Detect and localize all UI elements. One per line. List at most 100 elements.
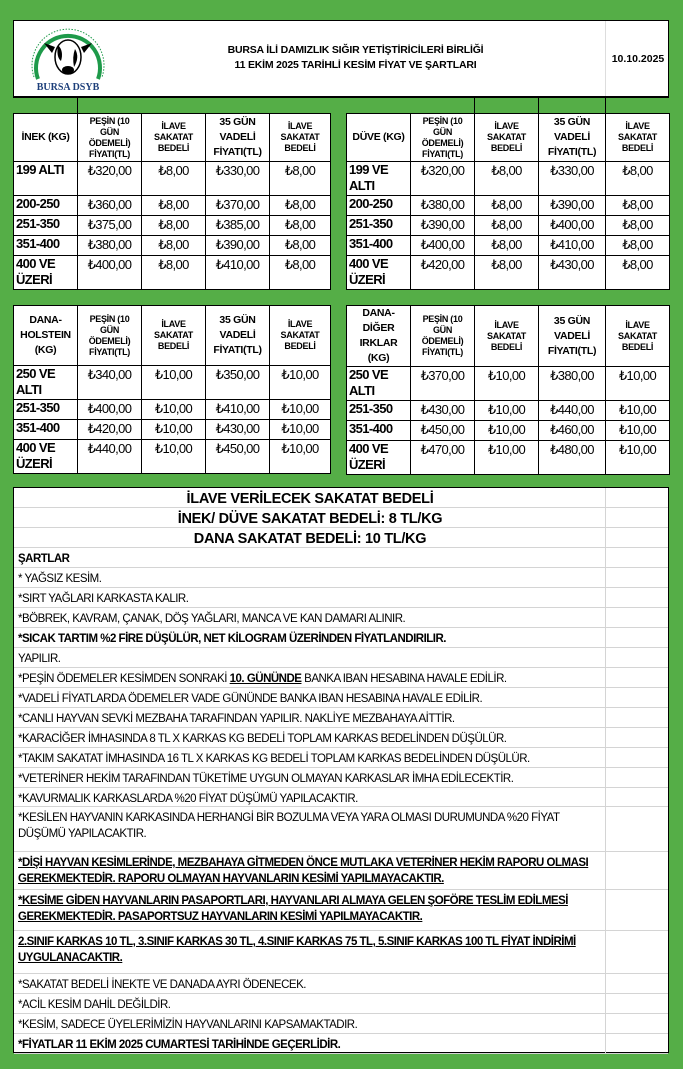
condition-text: *VETERİNER HEKİM TARAFINDAN TÜKETİME UYG… <box>18 773 514 785</box>
inek-price-table: İNEK (KG) PEŞİN (10 GÜN ÖDEMELİ) FİYATI(T… <box>13 113 331 290</box>
cell-vadeli-price: ₺440,00 <box>538 400 606 421</box>
condition-text: *DİŞİ HAYVAN KESİMLERİNDE, MEZBAHAYA GİT… <box>18 857 589 885</box>
condition-text: *KESİLEN HAYVANIN KARKASINDA HERHANGİ Bİ… <box>18 812 560 840</box>
empty-cell <box>605 548 668 568</box>
condition-item: * YAĞSIZ KESİM. <box>14 568 606 588</box>
cell-ilave-sakatat: ₺10,00 <box>474 400 539 421</box>
cell-ilave-sakatat: ₺8,00 <box>141 195 206 216</box>
condition-text: *SICAK TARTIM %2 FİRE DÜŞÜLÜR, NET KİLOG… <box>18 633 446 645</box>
cell-pesin-price: ₺400,00 <box>77 255 142 290</box>
cell-pesin-price: ₺390,00 <box>410 215 475 236</box>
cell-pesin-price: ₺420,00 <box>410 255 475 290</box>
cell-vadeli-price: ₺410,00 <box>205 399 270 420</box>
condition-item: *KESİM, SADECE ÜYELERİMİZİN HAYVANLARINI… <box>14 1014 606 1034</box>
empty-cell <box>605 788 668 807</box>
condition-text: *VADELİ FİYATLARDA ÖDEMELER VADE GÜNÜNDE… <box>18 693 483 705</box>
empty-cell <box>605 588 668 608</box>
condition-item: *TAKIM SAKATAT İMHASINDA 16 TL X KARKAS … <box>14 748 606 768</box>
cell-pesin-price: ₺430,00 <box>410 400 475 421</box>
condition-item: *ACİL KESİM DAHİL DEĞİLDİR. <box>14 994 606 1014</box>
condition-text: *KESİME GİDEN HAYVANLARIN PASAPORTLARI, … <box>18 895 568 923</box>
cell-ilave-sakatat: ₺8,00 <box>141 255 206 290</box>
cell-ilave-sakatat-2: ₺10,00 <box>605 440 670 475</box>
condition-item: *SAKATAT BEDELİ İNEKTE VE DANADA AYRI ÖD… <box>14 974 606 994</box>
cell-weight-range: 351-400 <box>13 235 78 256</box>
cell-pesin-price: ₺400,00 <box>410 235 475 256</box>
table-header-row: İNEK (KG) PEŞİN (10 GÜN ÖDEMELİ) FİYATI(T… <box>13 113 331 162</box>
cell-weight-range: 351-400 <box>346 235 411 256</box>
cell-ilave-sakatat: ₺8,00 <box>141 215 206 236</box>
condition-text: İNEK/ DÜVE SAKATAT BEDELİ: 8 TL/KG <box>177 511 443 527</box>
cell-pesin-price: ₺370,00 <box>410 366 475 401</box>
cell-ilave-sakatat-2: ₺8,00 <box>269 235 331 256</box>
cell-ilave-sakatat-2: ₺8,00 <box>269 215 331 236</box>
header-ilave-sakatat-2: İLAVE SAKATAT BEDELİ <box>605 305 670 367</box>
cell-weight-range: 200-250 <box>13 195 78 216</box>
table-row: 351-400 ₺380,00 ₺8,00 ₺390,00 ₺8,00 <box>13 235 331 256</box>
cell-weight-range: 200-250 <box>346 195 411 216</box>
header-ilave-sakatat: İLAVE SAKATAT BEDELİ <box>474 305 539 367</box>
cell-ilave-sakatat-2: ₺8,00 <box>605 161 670 196</box>
cell-weight-range: 199 ALTI <box>13 161 78 196</box>
table-row: 251-350 ₺400,00 ₺10,00 ₺410,00 ₺10,00 <box>13 399 331 420</box>
cell-vadeli-price: ₺410,00 <box>205 255 270 290</box>
header-vadeli-price: 35 GÜN VADELİ FİYATI(TL) <box>538 113 606 162</box>
table-row: 200-250 ₺380,00 ₺8,00 ₺390,00 ₺8,00 <box>346 195 670 216</box>
sartlar-heading: ŞARTLAR <box>14 548 606 568</box>
page-title: BURSA İLİ DAMIZLIK SIĞIR YETİŞTİRİCİLERİ… <box>92 43 619 73</box>
cell-ilave-sakatat-2: ₺10,00 <box>269 419 331 440</box>
header: BURSA DSYB BURSA İLİ DAMIZLIK SIĞIR YETİ… <box>13 20 669 97</box>
header-ilave-sakatat: İLAVE SAKATAT BEDELİ <box>141 113 206 162</box>
table-header-row: DÜVE (KG) PEŞİN (10 GÜN ÖDEMELİ) FİYATI(T… <box>346 113 670 162</box>
header-weight-range: DANA-DİĞER IRKLAR (KG) <box>346 305 411 367</box>
cell-vadeli-price: ₺330,00 <box>538 161 606 196</box>
divider <box>605 97 606 113</box>
dana-holstein-price-table: DANA-HOLSTEIN (KG) PEŞİN (10 GÜN ÖDEMELİ)… <box>13 305 331 474</box>
condition-item: *KARACİĞER İMHASINDA 8 TL X KARKAS KG BE… <box>14 728 606 748</box>
condition-text: 2.SINIF KARKAS 10 TL, 3.SINIF KARKAS 30 … <box>18 936 576 964</box>
header-ilave-sakatat-2: İLAVE SAKATAT BEDELİ <box>605 113 670 162</box>
table-row: 400 VE ÜZERİ ₺400,00 ₺8,00 ₺410,00 ₺8,00 <box>13 255 331 290</box>
empty-cell <box>605 688 668 708</box>
header-pesin-price: PEŞİN (10 GÜN ÖDEMELİ) FİYATI(TL) <box>410 305 475 367</box>
cell-vadeli-price: ₺430,00 <box>205 419 270 440</box>
table-row: 199 VE ALTI ₺320,00 ₺8,00 ₺330,00 ₺8,00 <box>346 161 670 196</box>
cell-ilave-sakatat: ₺10,00 <box>141 365 206 400</box>
condition-text: *KAVURMALIK KARKASLARDA %20 FİYAT DÜŞÜMÜ… <box>18 793 358 805</box>
empty-cell <box>605 528 668 548</box>
cell-vadeli-price: ₺410,00 <box>538 235 606 256</box>
condition-text: *KARACİĞER İMHASINDA 8 TL X KARKAS KG BE… <box>18 733 507 745</box>
condition-emphasis: 10. GÜNÜNDE <box>229 673 302 685</box>
cell-vadeli-price: ₺380,00 <box>538 366 606 401</box>
cell-pesin-price: ₺380,00 <box>77 235 142 256</box>
cell-ilave-sakatat: ₺8,00 <box>474 235 539 256</box>
header-vadeli-price: 35 GÜN VADELİ FİYATI(TL) <box>205 113 270 162</box>
condition-text: *KESİM, SADECE ÜYELERİMİZİN HAYVANLARINI… <box>18 1019 358 1031</box>
header-weight-range: İNEK (KG) <box>13 113 78 162</box>
cell-ilave-sakatat-2: ₺8,00 <box>269 195 331 216</box>
header-ilave-sakatat: İLAVE SAKATAT BEDELİ <box>141 305 206 366</box>
cell-pesin-price: ₺440,00 <box>77 439 142 474</box>
table-row: 351-400 ₺450,00 ₺10,00 ₺460,00 ₺10,00 <box>346 420 670 441</box>
header-vadeli-price: 35 GÜN VADELİ FİYATI(TL) <box>538 305 606 367</box>
empty-cell <box>605 890 668 931</box>
divider <box>538 97 539 113</box>
header-weight-range: DÜVE (KG) <box>346 113 411 162</box>
cell-weight-range: 400 VE ÜZERİ <box>13 255 78 290</box>
table-row: 351-400 ₺400,00 ₺8,00 ₺410,00 ₺8,00 <box>346 235 670 256</box>
cell-vadeli-price: ₺430,00 <box>538 255 606 290</box>
conditions-panel: İLAVE VERİLECEK SAKATAT BEDELİ İNEK/ DÜVE… <box>13 487 669 1054</box>
cell-ilave-sakatat: ₺10,00 <box>474 440 539 475</box>
header-weight-range: DANA-HOLSTEIN (KG) <box>13 305 78 366</box>
condition-item: *VETERİNER HEKİM TARAFINDAN TÜKETİME UYG… <box>14 768 606 788</box>
condition-item: *DİŞİ HAYVAN KESİMLERİNDE, MEZBAHAYA GİT… <box>14 852 606 890</box>
cell-vadeli-price: ₺350,00 <box>205 365 270 400</box>
cell-pesin-price: ₺360,00 <box>77 195 142 216</box>
table-row: 199 ALTI ₺320,00 ₺8,00 ₺330,00 ₺8,00 <box>13 161 331 196</box>
cell-weight-range: 251-350 <box>346 400 411 421</box>
condition-text: *PEŞİN ÖDEMELER KESİMDEN SONRAKİ <box>18 673 230 685</box>
table-row: 200-250 ₺360,00 ₺8,00 ₺370,00 ₺8,00 <box>13 195 331 216</box>
condition-text: *FİYATLAR 11 EKİM 2025 CUMARTESİ TARİHİN… <box>18 1039 341 1051</box>
cell-ilave-sakatat: ₺8,00 <box>474 195 539 216</box>
cell-ilave-sakatat-2: ₺10,00 <box>269 439 331 474</box>
